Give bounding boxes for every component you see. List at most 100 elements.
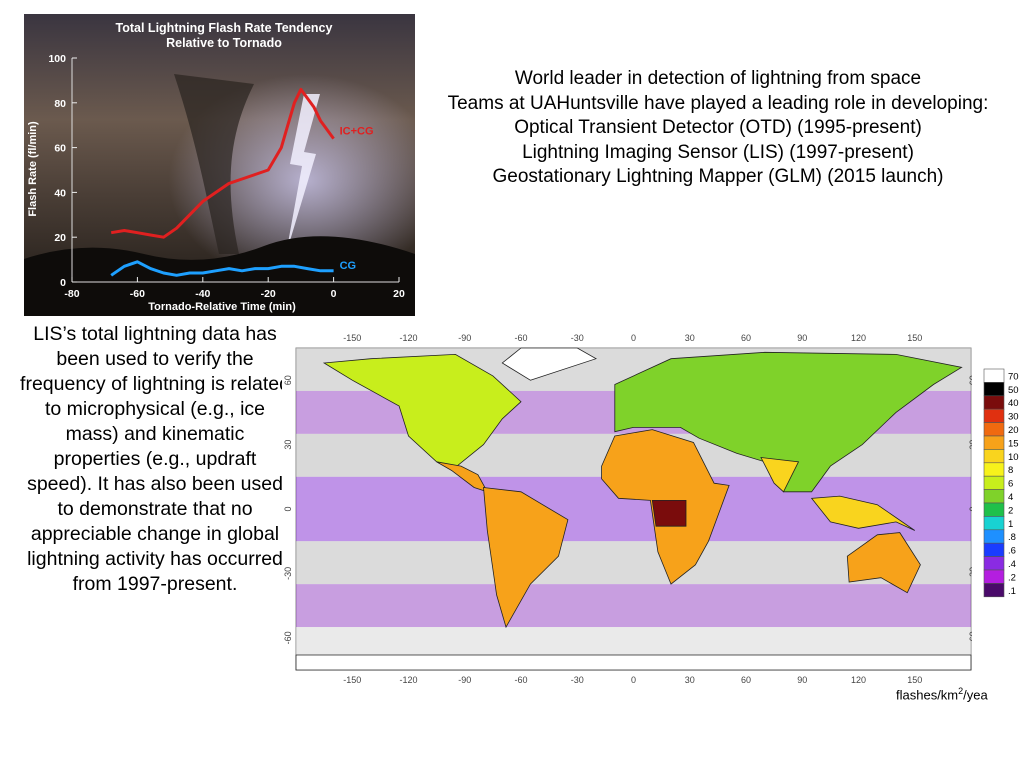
map-left-lat-label: 0 — [283, 506, 293, 511]
colorbar-level-label: 10 — [1008, 452, 1019, 463]
series-label-ic-cg: IC+CG — [340, 126, 374, 138]
unit-suffix: /yea — [963, 687, 988, 703]
colorbar-swatch — [983, 435, 1005, 450]
map-left-lat-label: 60 — [283, 375, 293, 385]
colorbar-level-label: 50 — [1008, 385, 1019, 396]
lightning-map-svg: -150 -150 -120 -120 -90 -90 -60 -60 -30 -30 0 0 30 30… — [282, 330, 972, 690]
x-tick-label: 20 — [393, 288, 405, 300]
x-tick-label: -40 — [195, 288, 210, 300]
continent-india — [760, 457, 800, 493]
map-right-lat-label: 60 — [968, 375, 972, 385]
map-bottom-lon-label: 150 — [907, 675, 922, 685]
map-top-lon-label: -60 — [514, 333, 527, 343]
y-tick-label: 100 — [48, 53, 66, 65]
intro-text-block: World leader in detection of lightning f… — [432, 67, 1004, 190]
continent-south-america — [483, 487, 569, 629]
colorbar-level-label: 30 — [1008, 412, 1019, 423]
flash-rate-chart: -80 -60 -40 -20 0 20 0 20 40 60 80 100 IC+CG CG Tota… — [24, 14, 415, 316]
colorbar-swatch — [983, 449, 1005, 464]
tornado-funnel — [174, 74, 254, 254]
series-label-cg: CG — [340, 260, 357, 272]
colorbar-swatch — [983, 556, 1005, 571]
continent-antarctica — [295, 654, 972, 671]
map-top-lon-label: 0 — [631, 333, 636, 343]
colorbar-swatch — [983, 475, 1005, 490]
flash-rate-chart-svg: -80 -60 -40 -20 0 20 0 20 40 60 80 100 IC+CG CG Tota… — [24, 14, 415, 316]
unit-superscript: 2 — [958, 686, 964, 696]
colorbar-unit: flashes/km2/yea — [896, 686, 988, 702]
colorbar-swatch — [983, 422, 1005, 437]
intro-teams: Teams at UAHuntsville have played a lead… — [447, 92, 989, 114]
map-left-lat-label: -30 — [283, 567, 293, 580]
map-left-lat-label: -60 — [283, 631, 293, 644]
map-bottom-lon-label: -90 — [458, 675, 471, 685]
map-top-lon-label: 150 — [907, 333, 922, 343]
colorbar-swatch — [983, 516, 1005, 531]
y-tick-label: 40 — [54, 187, 66, 199]
x-tick-label: 0 — [331, 288, 337, 300]
map-ticks: -150 -150 -120 -120 -90 -90 -60 -60 -30 -30 0 0 30 30… — [283, 333, 972, 685]
colorbar-level-label: 70 — [1008, 371, 1019, 382]
continent-southeast-asia — [810, 495, 916, 531]
colorbar-swatch — [983, 489, 1005, 504]
intro-otd: Optical Transient Detector (OTD) (1995-p… — [514, 117, 922, 138]
x-tick-label: -80 — [64, 288, 79, 300]
map-top-lon-label: -150 — [343, 333, 361, 343]
intro-headline: World leader in detection of lightning f… — [514, 68, 922, 89]
colorbar-level-label: .6 — [1008, 546, 1016, 557]
map-top-lon-label: 90 — [797, 333, 807, 343]
colorbar-level-label: 2 — [1008, 505, 1013, 516]
colorbar-swatch — [983, 368, 1005, 383]
y-tick-label: 80 — [54, 98, 66, 110]
lightning-bolt — [286, 94, 320, 254]
continent-greenland — [501, 347, 597, 381]
colorbar-legend: 70 50 40 30 20 15 10 8 6 4 2 1 .8 .6 .4 .2 .1 — [983, 368, 1024, 604]
ocean-band — [296, 584, 971, 628]
y-tick-label: 20 — [54, 232, 66, 244]
colorbar-level-label: 1 — [1008, 519, 1013, 530]
colorbar-level-label: .2 — [1008, 572, 1016, 583]
colorbar-level-label: 15 — [1008, 438, 1019, 449]
colorbar-level-label: 20 — [1008, 425, 1019, 436]
x-tick-label: -60 — [130, 288, 145, 300]
chart-title: Total Lightning Flash Rate Tendency — [116, 21, 333, 35]
continent-europe-asia — [614, 351, 963, 493]
map-bottom-lon-label: -120 — [399, 675, 417, 685]
map-bottom-lon-label: 120 — [851, 675, 866, 685]
colorbar-level-label: .8 — [1008, 532, 1016, 543]
y-tick-label: 60 — [54, 143, 66, 155]
map-bottom-lon-label: -30 — [571, 675, 584, 685]
x-axis-label: Tornado-Relative Time (min) — [148, 301, 296, 313]
map-bottom-lon-label: 90 — [797, 675, 807, 685]
map-right-lat-label: -30 — [968, 567, 972, 580]
y-axis-label: Flash Rate (fl/min) — [27, 121, 39, 217]
map-right-lat-label: 0 — [968, 506, 972, 511]
continent-north-america — [322, 353, 522, 471]
map-top-lon-label: -90 — [458, 333, 471, 343]
lightning-map: -150 -150 -120 -120 -90 -90 -60 -60 -30 -30 0 0 30 30… — [282, 330, 972, 690]
x-tick-label: -20 — [261, 288, 276, 300]
colorbar-swatch — [983, 569, 1005, 584]
colorbar-swatch — [983, 529, 1005, 544]
map-top-lon-label: -120 — [399, 333, 417, 343]
intro-lis: Lightning Imaging Sensor (LIS) (1997-pre… — [522, 141, 914, 163]
colorbar-level-label: 8 — [1008, 465, 1013, 476]
horizon-trees — [24, 236, 415, 316]
continent-australia — [846, 532, 921, 594]
map-bottom-lon-label: 60 — [741, 675, 751, 685]
unit-prefix: flashes/km — [896, 687, 959, 703]
map-right-lat-label: -60 — [968, 631, 972, 644]
map-bottom-lon-label: 0 — [631, 675, 636, 685]
map-top-lon-label: -30 — [571, 333, 584, 343]
colorbar-swatch — [983, 583, 1005, 598]
lis-paragraph: LIS’s total lightning data has been used… — [20, 323, 290, 595]
map-bottom-lon-label: -60 — [514, 675, 527, 685]
intro-glm: Geostationary Lightning Mapper (GLM) (20… — [492, 166, 944, 187]
colorbar-swatch — [983, 542, 1005, 557]
map-bottom-lon-label: 30 — [685, 675, 695, 685]
map-top-lon-label: 60 — [741, 333, 751, 343]
series-line-cg — [110, 260, 334, 277]
series-line-ic-cg — [110, 87, 335, 239]
colorbar-swatch — [983, 408, 1005, 423]
colorbar-swatch — [983, 462, 1005, 477]
